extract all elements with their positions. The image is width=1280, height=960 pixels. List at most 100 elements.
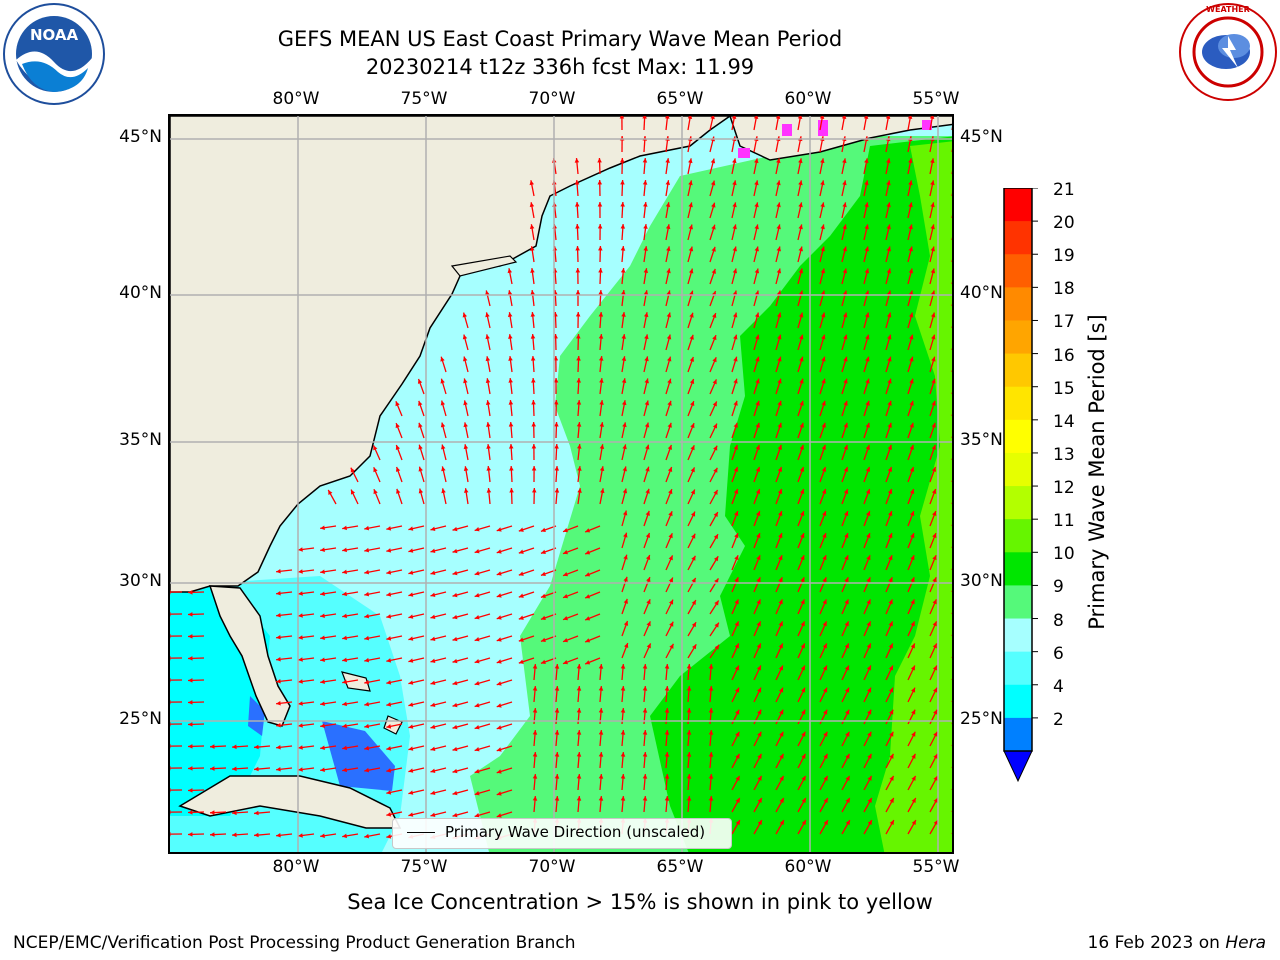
wave-arrow-head — [798, 202, 803, 208]
land-north-america — [170, 116, 732, 593]
wave-arrow-head — [408, 614, 414, 619]
wave-arrow-head — [621, 356, 627, 361]
wave-arrow-head — [686, 708, 692, 713]
wave-arrow-head — [820, 268, 826, 274]
legend-label: Primary Wave Direction (unscaled) — [445, 823, 706, 841]
wave-arrow-head — [518, 549, 524, 554]
wave-arrow-head — [909, 444, 914, 450]
wave-arrow-head — [887, 378, 892, 384]
wave-arrow-head — [822, 533, 827, 539]
colorbar-canvas — [1003, 187, 1038, 783]
wave-arrow-head — [408, 702, 414, 707]
wave-arrow-head — [452, 570, 458, 576]
lon-label-bottom: 80°W — [272, 857, 320, 877]
colorbar-tick-label: 17 — [1053, 312, 1075, 333]
wave-arrow-head — [598, 708, 604, 713]
wave-arrow-head — [298, 657, 303, 662]
wave-arrow-head — [691, 600, 696, 606]
wave-arrow-head — [756, 621, 761, 627]
wave-arrow-head — [688, 158, 693, 164]
wave-arrow-head — [364, 525, 370, 531]
wave-arrow-head — [364, 657, 370, 663]
wave-arrow-head — [342, 767, 347, 773]
lat-label-left: 25°N — [119, 709, 162, 729]
wave-arrow-head — [320, 525, 325, 530]
wave-arrow-head — [276, 700, 281, 706]
wave-arrow-head — [757, 775, 762, 781]
wave-arrow-head — [210, 744, 215, 749]
wave-arrow-head — [621, 378, 627, 384]
wave-arrow-head — [452, 526, 458, 532]
wave-arrow-head — [953, 291, 954, 296]
wave-arrow-head — [713, 467, 718, 473]
wave-arrow-head — [462, 356, 468, 362]
wave-arrow-head — [364, 745, 370, 751]
wave-arrow-head — [575, 312, 581, 317]
wave-arrow-head — [474, 637, 480, 642]
wave-arrow-head — [668, 489, 673, 495]
wave-arrow-head — [276, 612, 281, 618]
wave-arrow-head — [623, 554, 628, 560]
wave-arrow-head — [463, 400, 468, 406]
wave-arrow-head — [864, 158, 869, 164]
colorbar-tick-label: 13 — [1053, 444, 1075, 465]
wave-arrow-head — [642, 752, 648, 757]
wave-arrow-head — [563, 549, 569, 555]
wave-arrow-head — [600, 488, 605, 494]
wave-arrow-head — [887, 444, 892, 450]
wave-arrow-head — [518, 593, 524, 598]
wave-arrow-head — [888, 643, 893, 649]
wave-arrow — [951, 126, 952, 130]
lat-label-right: 30°N — [960, 571, 1003, 591]
wave-arrow-head — [712, 401, 717, 407]
wave-arrow-head — [554, 488, 560, 493]
region-period-2-4 — [248, 696, 265, 736]
wave-arrow-head — [298, 679, 303, 684]
wave-arrow-head — [712, 335, 717, 341]
wave-arrow-head — [540, 571, 546, 577]
colorbar-band — [1004, 684, 1032, 719]
wave-arrow-head — [620, 158, 625, 163]
lon-label-top: 80°W — [272, 89, 320, 109]
wave-arrow-head — [686, 730, 692, 735]
lon-label-bottom: 65°W — [656, 857, 704, 877]
wave-arrow-head — [734, 643, 739, 649]
wave-arrow-head — [734, 665, 739, 671]
wave-arrow-head — [386, 592, 392, 597]
wave-arrow-head — [597, 180, 603, 185]
wave-arrow-head — [509, 488, 514, 493]
wave-arrow-head — [910, 643, 915, 649]
wave-arrow-head — [666, 334, 672, 340]
wave-arrow-head — [597, 202, 603, 207]
wave-arrow-head — [540, 593, 546, 599]
wave-arrow-head — [735, 753, 740, 759]
wave-arrow-head — [712, 357, 717, 363]
wave-arrow-head — [842, 246, 847, 252]
wave-arrow-head — [909, 334, 914, 340]
lon-label-bottom: 70°W — [528, 857, 576, 877]
wave-arrow-head — [298, 745, 303, 750]
lat-label-left: 30°N — [119, 571, 162, 591]
wave-arrow-head — [342, 745, 347, 751]
wave-arrow-head — [776, 290, 782, 296]
wave-arrow-head — [932, 621, 937, 627]
wave-arrow-head — [320, 635, 325, 640]
wave-arrow-head — [496, 703, 502, 708]
wave-arrow-head — [642, 664, 648, 669]
wave-arrow-head — [598, 774, 604, 779]
wave-arrow-head — [452, 746, 458, 752]
wave-arrow-head — [686, 774, 692, 779]
wave-arrow-head — [463, 422, 468, 428]
wave-arrow-head — [822, 599, 827, 605]
wave-arrow-head — [642, 158, 648, 163]
wave-arrow — [951, 435, 952, 438]
wave-arrow-head — [865, 356, 870, 362]
wave-arrow-head — [757, 753, 762, 759]
wave-arrow-head — [576, 444, 582, 449]
wave-arrow-head — [734, 511, 739, 517]
wave-arrow-head — [452, 768, 458, 774]
wave-arrow-head — [364, 833, 370, 839]
wave-arrow-head — [408, 548, 414, 553]
wave-arrow-head — [320, 723, 325, 728]
wave-arrow-head — [463, 488, 469, 493]
